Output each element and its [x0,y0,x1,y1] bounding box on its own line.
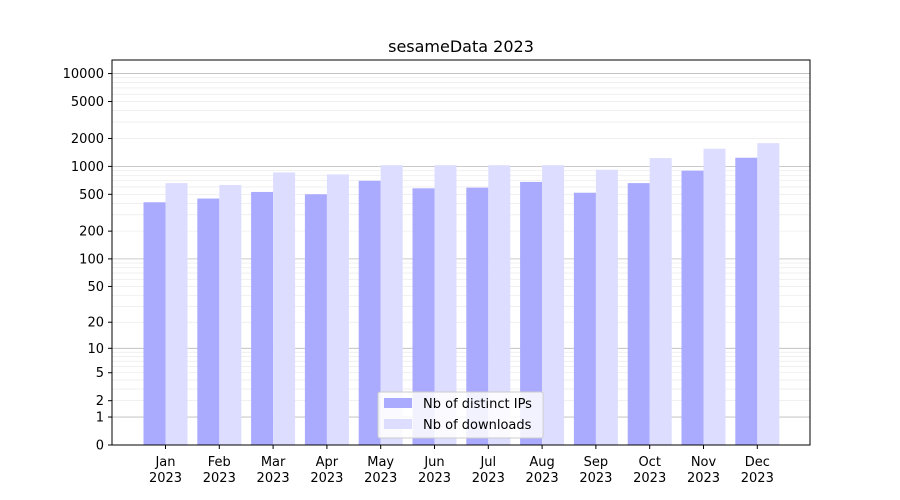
x-tick-label-month: Nov [691,455,717,470]
x-tick-label-year: 2023 [741,471,774,486]
x-tick-label-year: 2023 [149,471,182,486]
x-tick-label-month: Dec [745,455,770,470]
y-tick-label: 200 [79,225,104,240]
x-tick-label-year: 2023 [310,471,343,486]
bar-downloads [326,174,349,446]
bar-downloads [273,172,296,445]
legend-swatch-distinct-ips [384,398,412,408]
x-tick-label-month: Apr [316,455,339,470]
bar-downloads [380,165,403,445]
legend-swatch-downloads [384,419,412,429]
y-tick-label: 5000 [71,95,104,110]
bar-downloads [595,169,618,445]
x-tick-label-month: Mar [261,455,286,470]
x-tick-label-year: 2023 [633,471,666,486]
bar-distinct-ips [681,170,704,445]
bar-distinct-ips [735,157,758,445]
bar-downloads [488,165,511,445]
bar-downloads [165,183,188,445]
x-tick-label-year: 2023 [257,471,290,486]
x-tick-label-month: Jul [479,455,496,470]
y-tick-label: 2 [96,394,104,409]
x-tick-label-month: Jan [154,455,175,470]
bar-distinct-ips [251,191,274,445]
x-tick-label-month: Aug [529,455,554,470]
x-tick-label-year: 2023 [364,471,397,486]
y-tick-label: 1 [96,411,104,426]
bar-distinct-ips [358,180,381,446]
y-tick-label: 2000 [71,132,104,147]
y-tick-label: 5 [96,366,104,381]
y-tick-label: 500 [79,188,104,203]
y-tick-label: 10000 [63,67,104,82]
bar-distinct-ips [520,181,543,446]
bar-distinct-ips [573,192,596,445]
bar-distinct-ips [197,198,220,445]
x-axis: Jan2023Feb2023Mar2023Apr2023May2023Jun20… [149,445,774,486]
bar-downloads [434,165,457,445]
x-tick-label-year: 2023 [418,471,451,486]
plot-frame [111,59,811,446]
x-tick-label-year: 2023 [526,471,559,486]
y-tick-label: 20 [87,316,104,331]
bar-downloads [542,165,565,445]
legend-label-distinct-ips: Nb of distinct IPs [423,397,532,412]
x-tick-label-year: 2023 [579,471,612,486]
bar-downloads [757,143,780,445]
y-tick-label: 50 [87,280,104,295]
legend: Nb of distinct IPs Nb of downloads [377,391,544,439]
legend-label-downloads: Nb of downloads [423,418,532,433]
bar-distinct-ips [627,183,650,445]
x-tick-label-month: Oct [638,455,660,470]
legend-frame [377,391,544,439]
y-tick-label: 10 [87,342,104,357]
bar-distinct-ips [412,188,435,445]
y-tick-label: 1000 [71,160,104,175]
x-tick-label-month: May [367,455,394,470]
y-axis: 0 1 2 5 10 20 50 100 200 500 1000 2000 5000 10000 [63,67,112,454]
bar-downloads [219,184,242,445]
x-tick-label-month: Feb [208,455,231,470]
x-tick-label-year: 2023 [687,471,720,486]
bar-downloads [703,148,726,445]
bar-distinct-ips [466,187,489,446]
bar-distinct-ips [143,202,166,445]
bar-distinct-ips [304,194,327,445]
bars-layer [143,143,780,446]
chart-title: sesameData 2023 [388,37,534,56]
x-tick-label-month: Jun [423,455,444,470]
x-tick-label-month: Sep [584,455,609,470]
x-tick-label-year: 2023 [203,471,236,486]
x-tick-label-year: 2023 [472,471,505,486]
bar-downloads [649,158,672,445]
y-tick-label: 100 [79,252,104,267]
y-tick-label: 0 [96,439,104,454]
